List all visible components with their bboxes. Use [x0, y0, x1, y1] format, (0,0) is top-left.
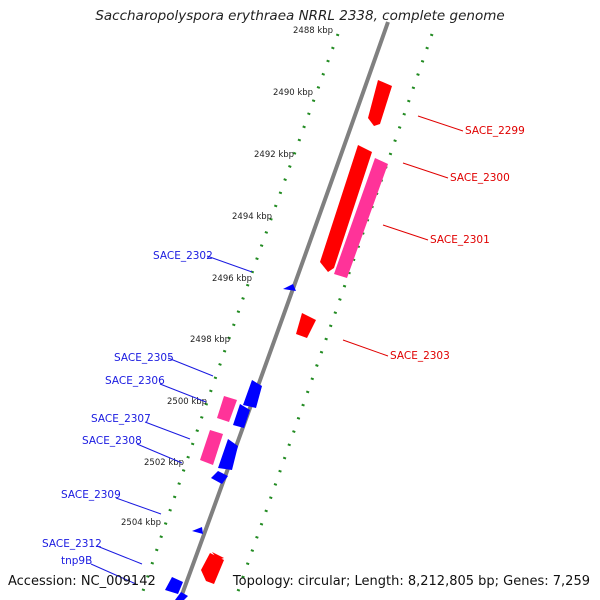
gene-label-sace-2307: SACE_2307: [91, 413, 151, 425]
gene-label-sace-2300: SACE_2300: [450, 172, 510, 184]
gene-feature: [201, 553, 224, 584]
gene-label-sace-2302: SACE_2302: [153, 250, 213, 262]
gene-feature: [334, 158, 388, 278]
gene-feature: [243, 380, 262, 408]
genome-backbone: [178, 21, 390, 600]
gene-feature: [320, 145, 372, 272]
gene-feature: [358, 146, 370, 155]
gene-feature: [200, 430, 223, 465]
tick-label-2488: 2488 kbp: [293, 26, 333, 36]
gene-label-sace-2299: SACE_2299: [465, 125, 525, 137]
gene-label-sace-2306: SACE_2306: [105, 375, 165, 387]
leader-line: [96, 545, 143, 565]
gene-feature: [217, 396, 237, 422]
leader-line: [342, 339, 389, 357]
leader-line: [90, 563, 137, 585]
leader-line: [159, 383, 207, 403]
gene-feature: [283, 284, 296, 291]
gene-label-sace-2305: SACE_2305: [114, 352, 174, 364]
map-title: Saccharopolyspora erythraea NRRL 2338, c…: [95, 8, 505, 24]
gene-label-sace-2303: SACE_2303: [390, 350, 450, 362]
leader-line: [167, 357, 214, 377]
leader-line: [206, 255, 253, 273]
gene-feature: [368, 80, 392, 126]
gene-label-sace-2308: SACE_2308: [82, 435, 142, 447]
accession-text: Accession: NC_009142: [8, 574, 156, 589]
tick-label-2492: 2492 kbp: [254, 150, 294, 160]
tick-label-2498: 2498 kbp: [190, 335, 230, 345]
tick-label-2500: 2500 kbp: [167, 397, 207, 407]
gene-feature: [218, 439, 238, 470]
gene-label-sace-2312: SACE_2312: [42, 538, 102, 550]
gene-feature: [175, 592, 188, 600]
gene-label-sace-2309: SACE_2309: [61, 489, 121, 501]
gene-feature: [212, 552, 224, 560]
tick-label-2504: 2504 kbp: [121, 518, 161, 528]
leader-line: [402, 162, 449, 179]
gene-feature: [211, 471, 228, 484]
leader-line: [136, 443, 183, 464]
gene-label-sace-2301: SACE_2301: [430, 234, 490, 246]
tick-label-2502: 2502 kbp: [144, 458, 184, 468]
tick-label-2494: 2494 kbp: [232, 212, 272, 222]
genome-summary-text: Topology: circular; Length: 8,212,805 bp…: [232, 574, 590, 589]
gene-feature: [165, 577, 183, 594]
tick-label-2496: 2496 kbp: [212, 274, 252, 284]
leader-line: [144, 421, 191, 440]
gene-label-tnp9b: tnp9B: [61, 555, 92, 567]
gene-feature: [233, 404, 250, 428]
gene-feature: [192, 527, 203, 534]
leader-line: [417, 115, 464, 132]
gene-feature: [296, 313, 316, 338]
leader-line: [115, 497, 162, 515]
tick-label-2490: 2490 kbp: [273, 88, 313, 98]
outer-tick-track: [233, 33, 434, 600]
leader-line: [382, 224, 429, 241]
